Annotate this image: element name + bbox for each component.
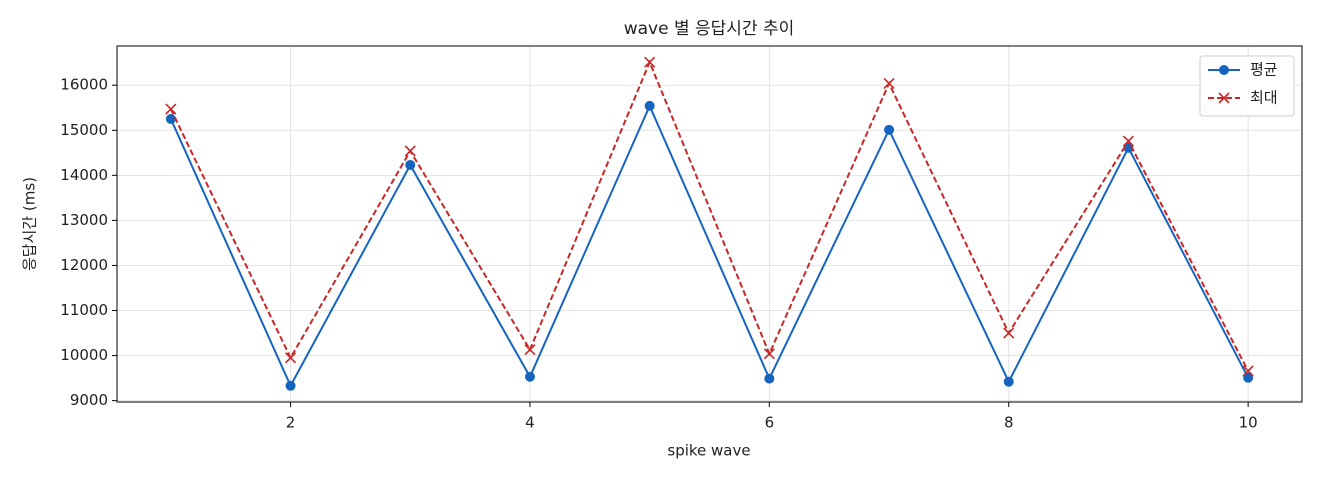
marker (1003, 327, 1015, 339)
marker (524, 371, 535, 382)
legend-label: 평균 (1250, 61, 1278, 79)
legend-box (1199, 55, 1295, 117)
y-tick-label: 14000 (60, 166, 108, 184)
y-tick-label: 12000 (60, 256, 108, 274)
marker (165, 114, 176, 125)
marker-shape (165, 103, 177, 115)
marker-shape (1242, 365, 1254, 377)
marker (165, 103, 177, 115)
x-tick-label: 8 (1004, 414, 1014, 432)
x-tick-label: 6 (765, 414, 775, 432)
legend-label: 최대 (1250, 89, 1278, 107)
x-tick-label: 4 (525, 414, 535, 432)
marker-shape (1003, 327, 1015, 339)
y-tick-label: 11000 (60, 301, 108, 319)
marker (1243, 372, 1254, 383)
x-tick-label: 2 (286, 414, 296, 432)
marker (884, 124, 895, 135)
y-tick-label: 15000 (60, 121, 108, 139)
marker (285, 380, 296, 391)
marker (1242, 365, 1254, 377)
marker (1122, 135, 1135, 147)
marker-shape (763, 348, 775, 360)
marker (1218, 92, 1230, 104)
y-tick-label: 10000 (60, 346, 108, 364)
marker-shape (404, 145, 416, 157)
marker (1123, 142, 1134, 153)
series-line (169, 103, 1250, 389)
series-line (169, 59, 1250, 372)
marker-shape (883, 77, 895, 89)
marker (883, 77, 895, 89)
marker (763, 348, 775, 360)
y-tick-label: 9000 (70, 391, 108, 409)
marker (1003, 376, 1014, 387)
y-axis-label: 응답시간 (ms) (21, 177, 39, 271)
marker (644, 100, 655, 111)
y-tick-label: 13000 (60, 211, 108, 229)
x-axis-label: spike wave (667, 442, 750, 460)
marker (524, 344, 536, 356)
marker-shape (284, 352, 297, 364)
y-tick-label: 16000 (60, 76, 108, 94)
marker (644, 56, 656, 68)
x-tick-label: 10 (1239, 414, 1258, 432)
plot-frame (116, 45, 1303, 403)
marker-shape (1122, 135, 1135, 147)
marker (764, 373, 775, 384)
marker-shape (644, 56, 656, 68)
marker-shape (1218, 92, 1230, 104)
marker (1219, 65, 1229, 75)
marker-shape (524, 344, 536, 356)
marker (405, 159, 416, 170)
marker (284, 352, 297, 364)
chart-title: wave 별 응답시간 추이 (624, 19, 795, 39)
marker (404, 145, 416, 157)
